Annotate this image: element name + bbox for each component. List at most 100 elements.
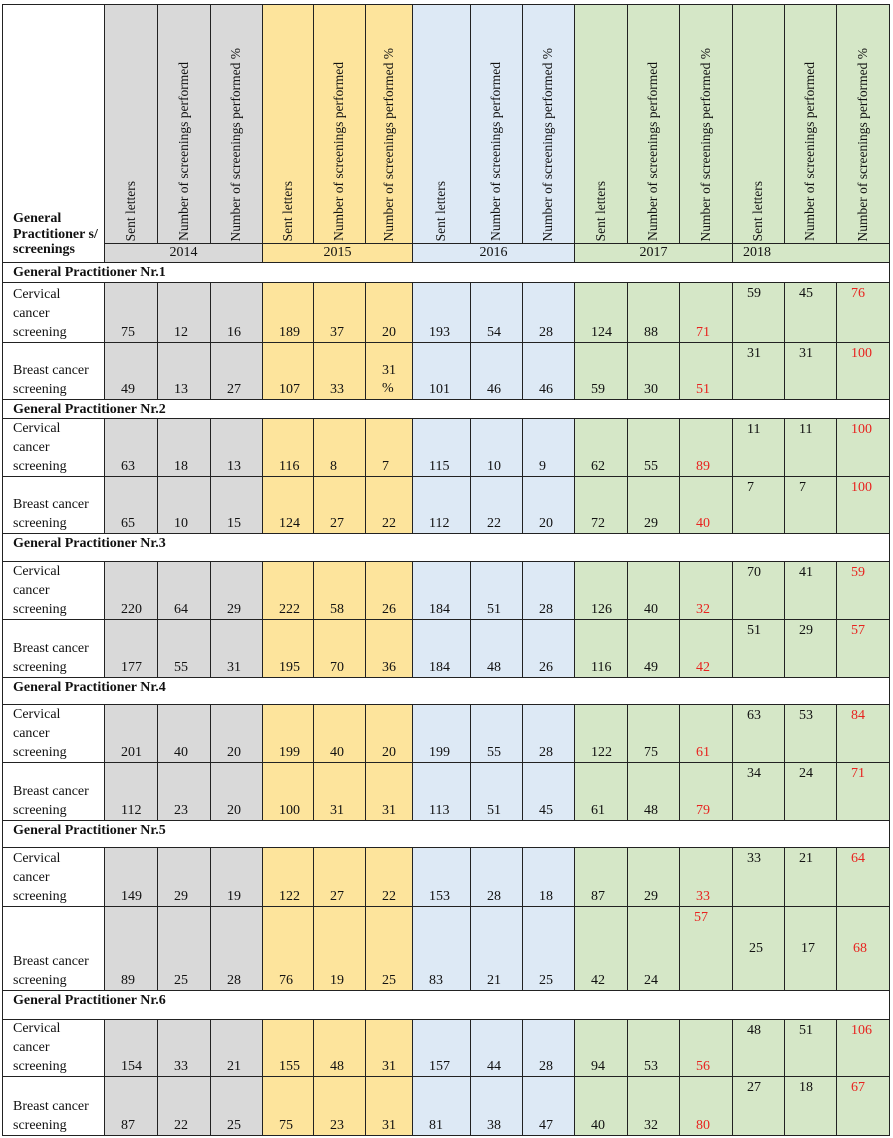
screening-label-text: Cervical cancer screening (13, 564, 67, 617)
screening-label-text: Breast cancer screening (13, 784, 89, 818)
column-header: Number of screenings performed % (679, 4, 733, 244)
data-cell: 7 (732, 476, 785, 534)
cell-value: 31 (799, 346, 813, 361)
cell-value: 112 (429, 516, 450, 531)
year-cell: 2014 (104, 243, 263, 263)
cell-value: 79 (696, 803, 710, 818)
cell-value: 19 (227, 889, 241, 904)
cell-value: 29 (644, 889, 658, 904)
cell-value: 80 (696, 1118, 710, 1133)
practitioner-name: General Practitioner Nr.3 (13, 536, 166, 551)
cell-value: 62 (591, 459, 605, 474)
cell-value: 184 (429, 602, 450, 617)
column-header-label: Number of screenings performed (331, 62, 347, 241)
cell-value: 31 (330, 803, 344, 818)
column-header-label: Number of screenings performed % (540, 47, 556, 241)
data-cell: 33 (679, 847, 733, 907)
cell-value: 116 (279, 459, 300, 474)
cell-value: 31 (382, 1059, 396, 1074)
data-cell: 48 (313, 1019, 366, 1077)
screening-label: Breast cancer screening (2, 342, 105, 400)
data-cell: 18 (522, 847, 575, 907)
data-cell: 51 (470, 561, 523, 620)
screening-label-text: Breast cancer screening (13, 497, 89, 531)
cell-value: 10 (174, 516, 188, 531)
data-cell: 7 (784, 476, 837, 534)
data-cell: 51 (784, 1019, 837, 1077)
year-label: 2017 (639, 245, 668, 260)
data-cell: 51 (470, 762, 523, 821)
data-cell: 51 (732, 619, 785, 678)
cell-value: 51 (799, 1023, 813, 1038)
data-cell: 31 (784, 342, 837, 400)
data-cell: 26 (522, 619, 575, 678)
data-cell: 48 (732, 1019, 785, 1077)
data-cell: 21 (210, 1019, 263, 1077)
data-cell: 18 (157, 418, 211, 477)
data-cell: 63 (104, 418, 158, 477)
data-cell: 15 (210, 476, 263, 534)
data-cell: 195 (262, 619, 314, 678)
year-cell: 2017 (574, 243, 733, 263)
cell-value: 24 (799, 766, 813, 781)
data-cell: 29 (210, 561, 263, 620)
cell-value: 87 (121, 1118, 135, 1133)
cell-value: 32 (644, 1118, 658, 1133)
cell-value: 10 (487, 459, 501, 474)
practitioner-heading: General Practitioner Nr.1 (2, 262, 890, 283)
data-cell: 54 (470, 282, 523, 343)
cell-value: 29 (227, 602, 241, 617)
cell-value: 51 (487, 803, 501, 818)
column-header: Number of screenings performed (157, 4, 211, 244)
data-cell: 7 (365, 418, 413, 477)
screening-label-text: Cervical cancer screening (13, 421, 67, 474)
data-cell: 124 (262, 476, 314, 534)
data-cell: 25 (210, 1076, 263, 1136)
cell-value: 100 (851, 346, 872, 361)
data-cell: 100 (836, 476, 890, 534)
data-cell: 45 (522, 762, 575, 821)
year-label: 2016 (479, 245, 508, 260)
data-cell: 100 (836, 342, 890, 400)
screening-label-text: Breast cancer screening (13, 363, 89, 397)
cell-value: 22 (487, 516, 501, 531)
data-cell: 33 (313, 342, 366, 400)
data-cell: 22 (157, 1076, 211, 1136)
practitioner-name: General Practitioner Nr.6 (13, 993, 166, 1008)
screening-label: Breast cancer screening (2, 906, 105, 991)
column-header-label: Number of screenings performed % (697, 47, 713, 241)
data-cell: 44 (470, 1019, 523, 1077)
screening-label: Breast cancer screening (2, 619, 105, 678)
cell-value: 33 (696, 889, 710, 904)
data-cell: 27 (313, 847, 366, 907)
data-cell: 25 (157, 906, 211, 991)
cell-value: 28 (227, 973, 241, 988)
data-cell: 31 (365, 762, 413, 821)
screening-label: Cervical cancer screening (2, 847, 105, 907)
column-header-label: Sent letters (122, 180, 138, 241)
data-cell: 199 (262, 704, 314, 763)
data-cell: 89 (104, 906, 158, 991)
data-cell: 40 (157, 704, 211, 763)
cell-value: 48 (487, 660, 501, 675)
cell-value: 64 (174, 602, 188, 617)
cell-value: 31 (227, 660, 241, 675)
cell-value: 71 (851, 766, 865, 781)
cell-value: 184 (429, 660, 450, 675)
screening-label-text: Cervical cancer screening (13, 1021, 67, 1074)
cell-value: 20 (539, 516, 553, 531)
cell-value: 55 (174, 660, 188, 675)
data-cell: 24 (784, 762, 837, 821)
data-cell: 36 (365, 619, 413, 678)
cell-value: 15 (227, 516, 241, 531)
column-header-label: Number of screenings performed % (380, 47, 396, 241)
cell-value: 19 (330, 973, 344, 988)
column-header: Sent letters (732, 4, 785, 244)
data-cell: 68 (836, 906, 890, 991)
data-cell: 101 (412, 342, 471, 400)
year-label: 2018 (743, 245, 771, 260)
data-cell: 33 (732, 847, 785, 907)
cell-value: 72 (591, 516, 605, 531)
cell-value: 100 (279, 803, 300, 818)
cell-value: 87 (591, 889, 605, 904)
